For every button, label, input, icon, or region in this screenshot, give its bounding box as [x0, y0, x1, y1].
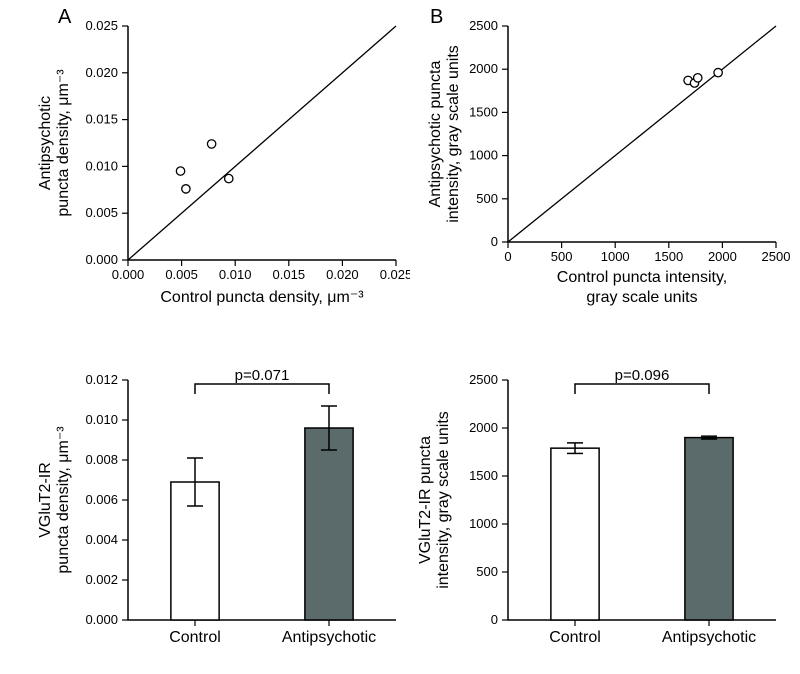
svg-text:0.002: 0.002: [85, 572, 118, 587]
svg-text:500: 500: [551, 249, 573, 264]
svg-text:Control: Control: [549, 629, 601, 646]
svg-text:2000: 2000: [469, 420, 498, 435]
svg-text:intensity, gray scale units: intensity, gray scale units: [435, 411, 452, 589]
svg-text:0.000: 0.000: [85, 612, 118, 627]
svg-text:VGluT2-IR puncta: VGluT2-IR puncta: [417, 436, 434, 564]
svg-text:0.015: 0.015: [85, 112, 118, 127]
svg-text:0.010: 0.010: [219, 267, 252, 282]
svg-text:puncta density, μm⁻³: puncta density, μm⁻³: [55, 426, 72, 574]
bar-chart-a: 0.000 0.002 0.004 0.006 0.008 0.010 0.012 Contr…: [30, 352, 410, 662]
figure-root: A B 0.0000.0050.0100.0150.0200.0250.0000…: [0, 0, 800, 674]
scatter-a: 0.000 0.005 0.010 0.015 0.020 0.025 0.000 0.005…: [30, 8, 410, 318]
scatter-b: 0 500 1000 1500 2000 2500 0 500 1000 1500 2000 2500…: [410, 8, 790, 318]
svg-text:0.020: 0.020: [85, 65, 118, 80]
svg-text:0: 0: [491, 234, 498, 249]
svg-text:1500: 1500: [654, 249, 683, 264]
svg-text:0.006: 0.006: [85, 492, 118, 507]
svg-text:2500: 2500: [762, 249, 790, 264]
svg-text:1000: 1000: [469, 516, 498, 531]
svg-text:1500: 1500: [469, 104, 498, 119]
svg-text:0.012: 0.012: [85, 372, 118, 387]
svg-text:1000: 1000: [601, 249, 630, 264]
svg-text:0.004: 0.004: [85, 532, 118, 547]
svg-text:Antipsychotic: Antipsychotic: [282, 629, 376, 646]
svg-text:Antipsychotic puncta: Antipsychotic puncta: [427, 61, 444, 208]
svg-text:Control puncta density, μm⁻³: Control puncta density, μm⁻³: [160, 289, 364, 306]
svg-text:1500: 1500: [469, 468, 498, 483]
svg-text:1000: 1000: [469, 148, 498, 163]
svg-text:gray scale units: gray scale units: [586, 289, 697, 306]
svg-text:2000: 2000: [469, 61, 498, 76]
svg-text:0.025: 0.025: [380, 267, 410, 282]
svg-text:2500: 2500: [469, 18, 498, 33]
svg-text:VGluT2-IR: VGluT2-IR: [37, 462, 54, 538]
svg-text:Antipsychotic: Antipsychotic: [37, 96, 54, 190]
svg-text:2500: 2500: [469, 372, 498, 387]
svg-text:0.010: 0.010: [85, 412, 118, 427]
svg-text:Control: Control: [169, 629, 221, 646]
svg-text:0.005: 0.005: [165, 267, 198, 282]
svg-text:0.008: 0.008: [85, 452, 118, 467]
svg-text:Control puncta intensity,: Control puncta intensity,: [557, 269, 727, 286]
svg-text:500: 500: [476, 564, 498, 579]
svg-text:0.010: 0.010: [85, 158, 118, 173]
svg-text:2000: 2000: [708, 249, 737, 264]
svg-text:0.000: 0.000: [112, 267, 145, 282]
svg-text:p=0.071: p=0.071: [235, 367, 290, 384]
svg-text:0.000: 0.000: [85, 252, 118, 267]
bar-chart-b: 0 500 1000 1500 2000 2500 Control Antipsychotic…: [410, 352, 790, 662]
svg-text:0.025: 0.025: [85, 18, 118, 33]
svg-text:intensity, gray scale units: intensity, gray scale units: [445, 45, 462, 223]
svg-text:puncta density, μm⁻³: puncta density, μm⁻³: [55, 69, 72, 217]
svg-text:p=0.096: p=0.096: [615, 367, 670, 384]
svg-text:0: 0: [504, 249, 511, 264]
svg-text:0: 0: [491, 612, 498, 627]
svg-text:500: 500: [476, 191, 498, 206]
svg-text:Antipsychotic: Antipsychotic: [662, 629, 756, 646]
svg-text:0.015: 0.015: [273, 267, 306, 282]
svg-text:0.005: 0.005: [85, 205, 118, 220]
svg-text:0.020: 0.020: [326, 267, 359, 282]
